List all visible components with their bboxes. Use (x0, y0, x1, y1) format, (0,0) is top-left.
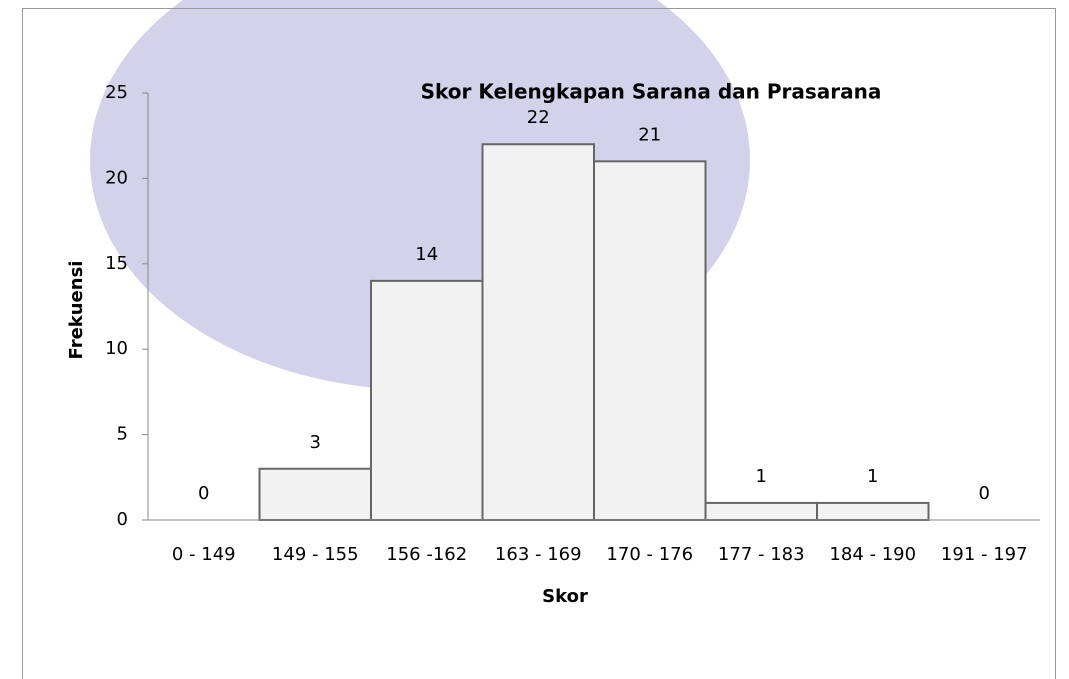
data-label: 1 (867, 466, 878, 487)
bar (483, 144, 595, 520)
x-tick-label: 156 -162 (386, 544, 467, 565)
y-tick-label: 20 (105, 167, 128, 188)
y-tick-label: 15 (105, 253, 128, 274)
y-tick-label: 10 (105, 338, 128, 359)
data-label: 1 (756, 466, 767, 487)
data-label: 0 (198, 483, 209, 504)
data-label: 3 (310, 432, 321, 453)
data-label: 21 (638, 124, 661, 145)
chart: Skor Kelengkapan Sarana dan Prasarana Sk… (0, 0, 1069, 679)
bar (371, 281, 483, 520)
data-label: 14 (415, 244, 438, 265)
x-tick-label: 0 - 149 (172, 544, 236, 565)
data-label: 22 (527, 107, 550, 128)
y-axis-label: Frekuensi (66, 261, 87, 360)
bar (260, 469, 372, 520)
x-tick-label: 170 - 176 (606, 544, 693, 565)
y-tick-label: 5 (117, 424, 128, 445)
chart-title: Skor Kelengkapan Sarana dan Prasarana (421, 80, 882, 104)
x-axis-label: Skor (542, 586, 588, 607)
bar (594, 161, 706, 520)
bar (817, 503, 929, 520)
x-tick-label: 184 - 190 (829, 544, 916, 565)
x-tick-label: 149 - 155 (272, 544, 359, 565)
data-label: 0 (979, 483, 990, 504)
x-tick-label: 177 - 183 (718, 544, 805, 565)
y-tick-label: 25 (105, 82, 128, 103)
bar (706, 503, 818, 520)
x-tick-label: 163 - 169 (495, 544, 582, 565)
x-tick-label: 191 - 197 (941, 544, 1028, 565)
y-tick-label: 0 (117, 509, 128, 530)
